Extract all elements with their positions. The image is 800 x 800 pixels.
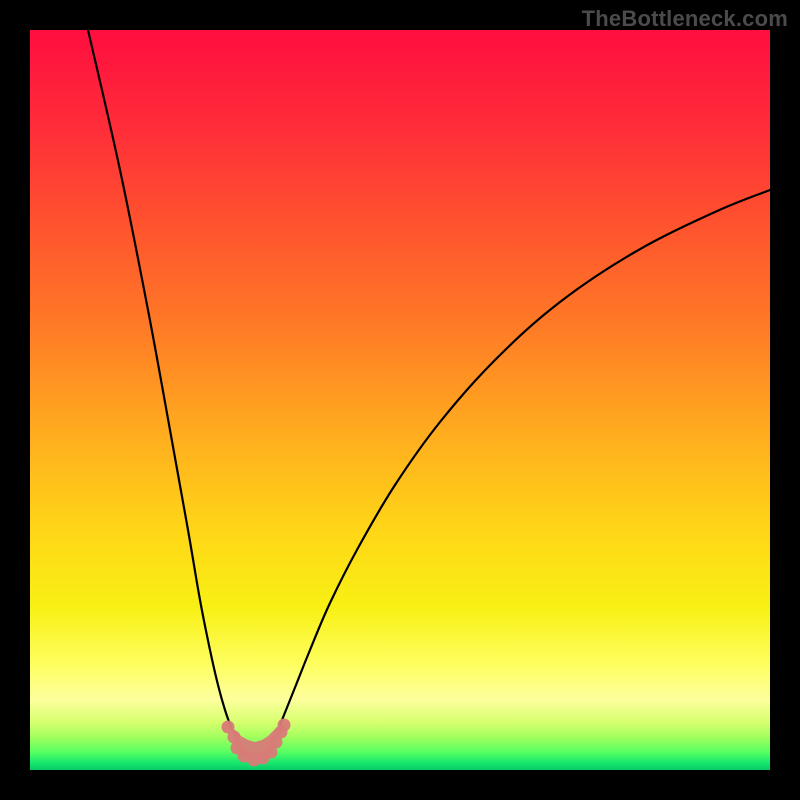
trough-dot — [278, 719, 291, 732]
trough-dot — [228, 731, 241, 744]
watermark-text: TheBottleneck.com — [582, 6, 788, 32]
bottleneck-chart — [0, 0, 800, 800]
plot-area — [30, 30, 770, 770]
